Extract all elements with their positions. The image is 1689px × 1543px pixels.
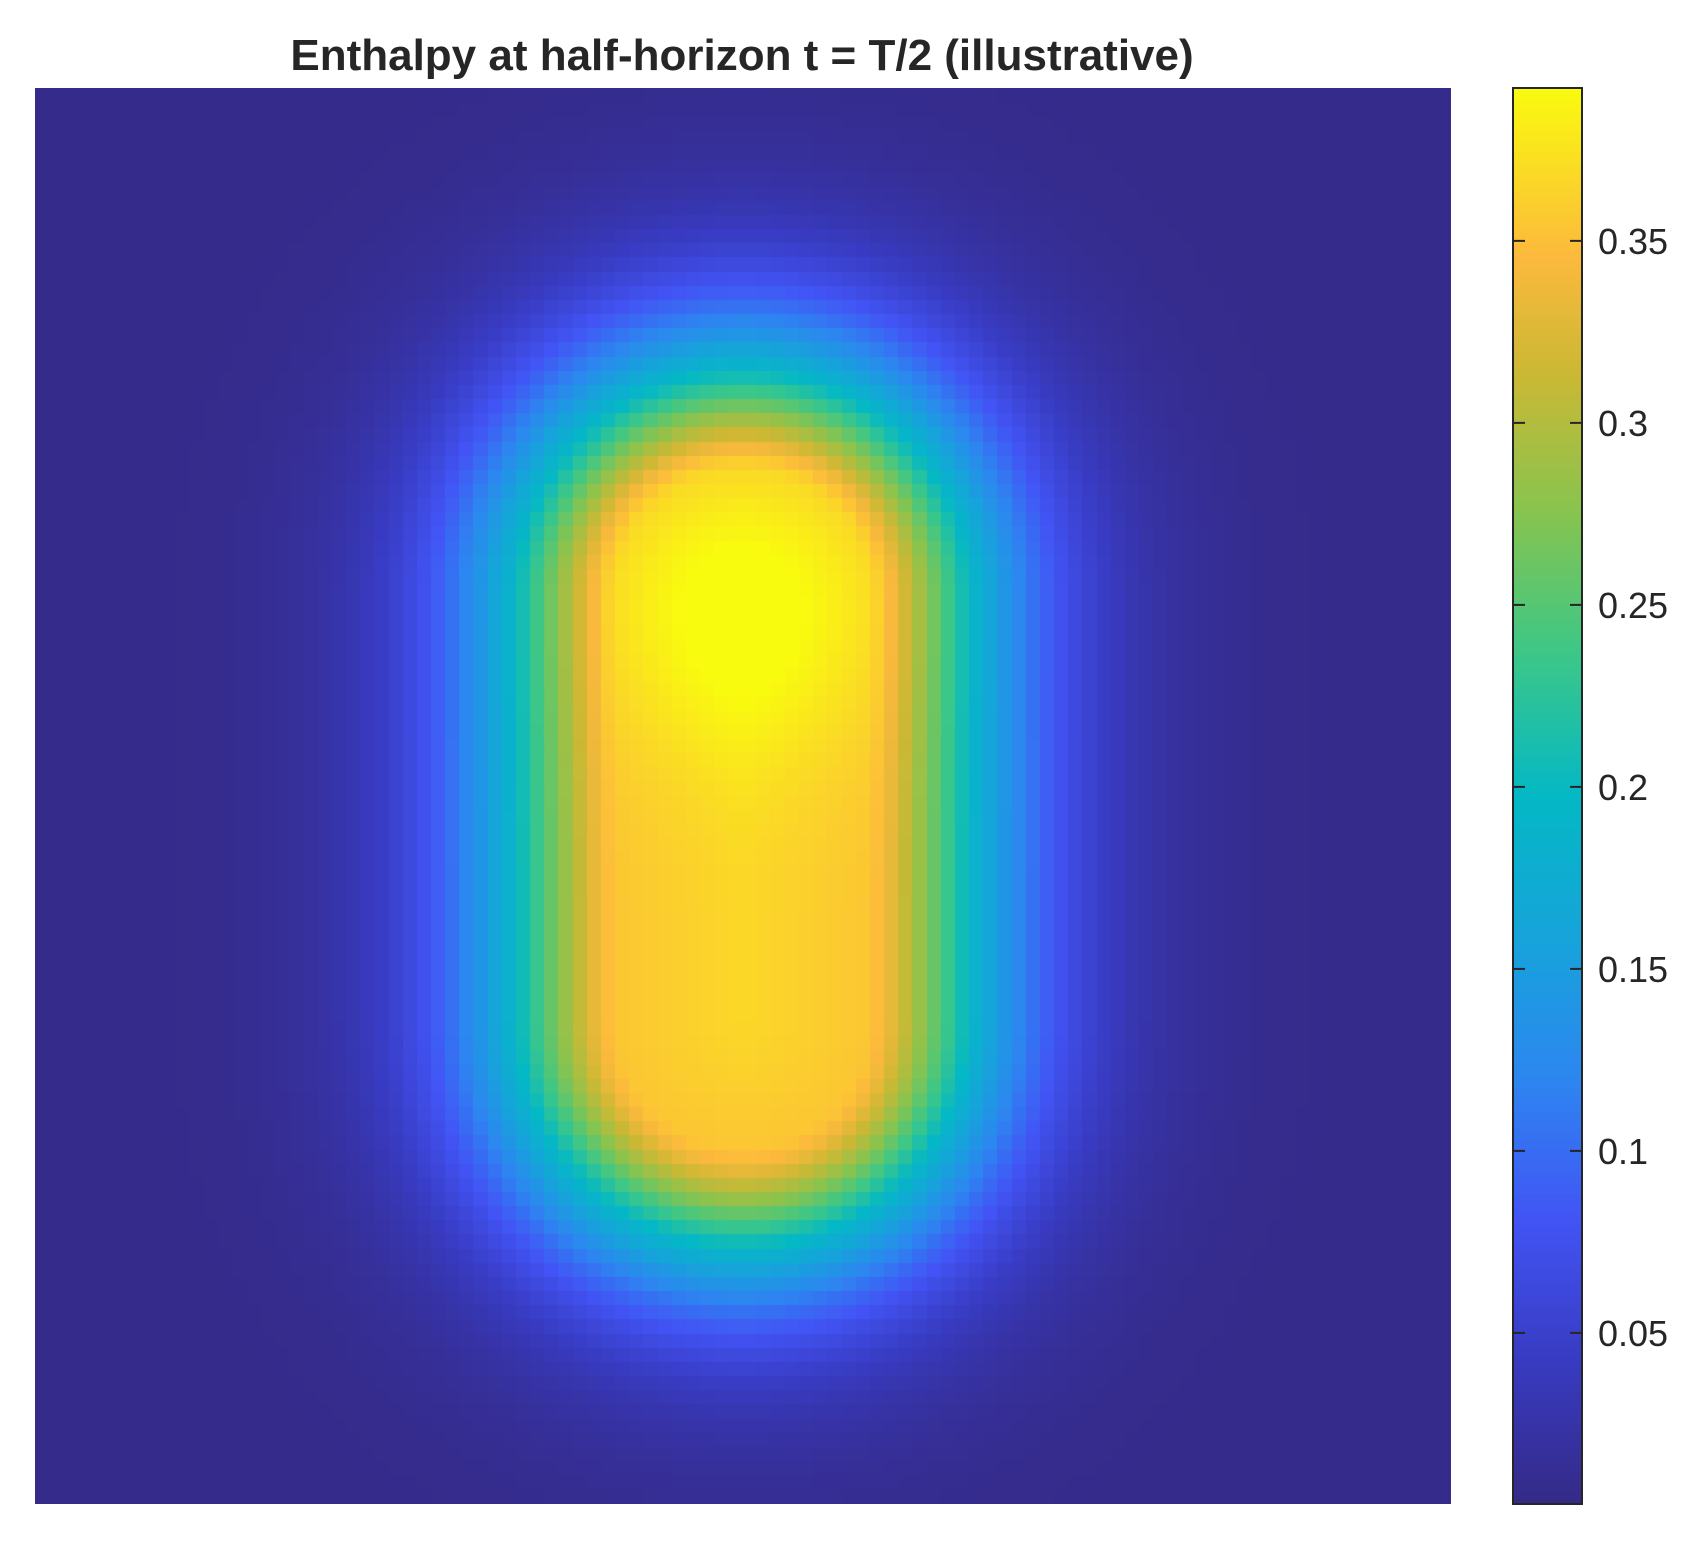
colorbar-tick-label: 0.25 [1598, 585, 1668, 626]
heatmap-plot-area [35, 88, 1451, 1504]
colorbar-border [1512, 87, 1583, 1505]
colorbar-tick-label: 0.2 [1598, 767, 1648, 808]
colorbar-canvas [1513, 88, 1582, 1504]
colorbar-tick-label: 0.05 [1598, 1313, 1668, 1354]
colorbar-tick-label: 0.15 [1598, 949, 1668, 990]
colorbar-tick-label: 0.1 [1598, 1131, 1648, 1172]
colorbar-ticks: 0.05 0.1 0.15 0.2 0.25 0.3 0.35 [1513, 221, 1668, 1354]
heatmap-canvas [35, 88, 1451, 1504]
chart-title: Enthalpy at half-horizon t = T/2 (illust… [290, 31, 1193, 80]
colorbar-tick-label: 0.3 [1598, 403, 1648, 444]
colorbar-tick-label: 0.35 [1598, 221, 1668, 262]
colorbar-gradient-area [1513, 88, 1582, 1504]
colorbar: 0.05 0.1 0.15 0.2 0.25 0.3 0.35 [1512, 87, 1668, 1505]
